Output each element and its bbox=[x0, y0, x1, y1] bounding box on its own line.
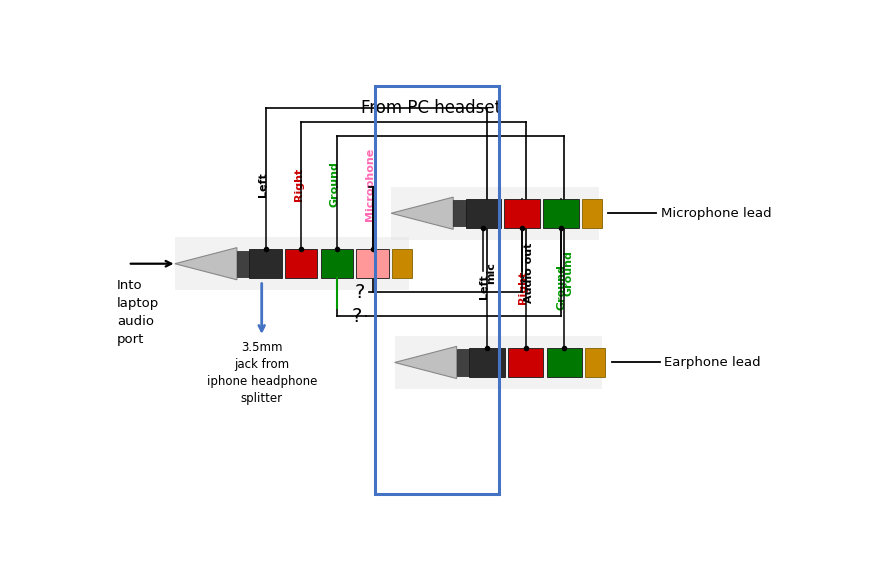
Text: mic: mic bbox=[486, 262, 496, 284]
Bar bbox=[586, 348, 605, 377]
Bar bbox=[454, 200, 465, 226]
Text: Into
laptop
audio
port: Into laptop audio port bbox=[117, 279, 159, 346]
Text: Ground: Ground bbox=[556, 264, 567, 310]
FancyBboxPatch shape bbox=[394, 336, 602, 389]
Text: Audio out: Audio out bbox=[525, 243, 534, 303]
Text: 3.5mm
jack from
iphone headphone
splitter: 3.5mm jack from iphone headphone splitte… bbox=[206, 341, 317, 405]
FancyBboxPatch shape bbox=[175, 237, 409, 290]
Text: Microphone lead: Microphone lead bbox=[661, 207, 772, 220]
Text: From PC headset: From PC headset bbox=[361, 99, 501, 116]
Text: ?: ? bbox=[354, 283, 364, 302]
Bar bbox=[508, 348, 543, 377]
Bar bbox=[321, 249, 354, 278]
Bar bbox=[547, 348, 582, 377]
Text: Left: Left bbox=[479, 275, 489, 299]
Text: ?: ? bbox=[352, 307, 361, 326]
Text: Microphone: Microphone bbox=[365, 148, 375, 221]
Text: Right: Right bbox=[518, 270, 528, 304]
Bar bbox=[456, 349, 469, 376]
Text: Left: Left bbox=[258, 172, 268, 197]
Polygon shape bbox=[394, 347, 456, 378]
Bar bbox=[469, 348, 505, 377]
Text: Right: Right bbox=[293, 168, 304, 201]
Bar bbox=[582, 198, 602, 228]
Bar bbox=[543, 198, 579, 228]
Bar bbox=[504, 198, 540, 228]
Bar bbox=[285, 249, 317, 278]
Text: Ground: Ground bbox=[330, 161, 339, 207]
Bar bbox=[237, 251, 249, 277]
Bar bbox=[392, 249, 412, 278]
Bar bbox=[465, 198, 501, 228]
Bar bbox=[249, 249, 282, 278]
Text: Earphone lead: Earphone lead bbox=[664, 356, 761, 369]
FancyBboxPatch shape bbox=[392, 187, 599, 239]
Text: Ground: Ground bbox=[563, 250, 573, 296]
Bar bbox=[356, 249, 389, 278]
Polygon shape bbox=[175, 247, 237, 280]
Polygon shape bbox=[392, 197, 454, 229]
